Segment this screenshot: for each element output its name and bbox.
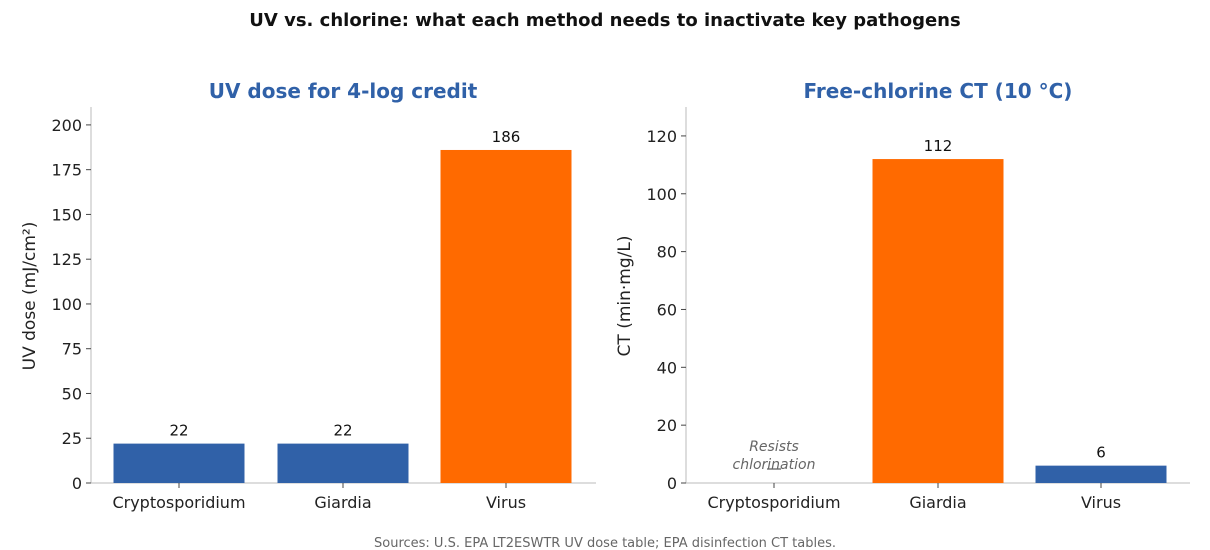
uv-data-label: 186 xyxy=(492,128,521,146)
chlorine-x-tick-label: Virus xyxy=(1081,493,1121,512)
uv-y-tick-label: 50 xyxy=(62,384,82,403)
uv-bar-giardia xyxy=(277,443,409,483)
uv-dose-chart: UV dose for 4-log credit UV dose (mJ/cm²… xyxy=(20,79,596,512)
chlorine-y-tick-label: 120 xyxy=(646,127,677,146)
chlorine-y-tick-label: 20 xyxy=(657,416,677,435)
chlorine-y-tick-label: 40 xyxy=(657,358,677,377)
uv-y-tick-label: 25 xyxy=(62,429,82,448)
uv-y-tick-label: 75 xyxy=(62,340,82,359)
chlorine-y-tick-label: 80 xyxy=(657,243,677,262)
uv-y-tick-label: 0 xyxy=(72,474,82,493)
chlorine-x-tick-label: Giardia xyxy=(909,493,966,512)
uv-x-tick-label: Cryptosporidium xyxy=(112,493,245,512)
uv-y-axis-label: UV dose (mJ/cm²) xyxy=(20,222,40,371)
chlorine-y-axis-label: CT (min·mg/L) xyxy=(615,236,635,357)
chlorine-chart-title: Free-chlorine CT (10 °C) xyxy=(804,79,1073,103)
chlorine-y-tick-label: 100 xyxy=(646,185,677,204)
chlorine-y-tick-label: 0 xyxy=(667,474,677,493)
source-note: Sources: U.S. EPA LT2ESWTR UV dose table… xyxy=(374,536,836,550)
uv-y-tick-label: 100 xyxy=(51,295,82,314)
chlorine-annotation-line: chlorination xyxy=(733,457,816,473)
uv-x-tick-label: Giardia xyxy=(314,493,371,512)
uv-data-label: 22 xyxy=(333,422,352,440)
uv-y-tick-label: 200 xyxy=(51,116,82,135)
chlorine-bar-giardia xyxy=(872,159,1004,484)
uv-bar-virus xyxy=(440,149,572,483)
uv-y-tick-label: 175 xyxy=(51,161,82,180)
uv-data-label: 22 xyxy=(169,422,188,440)
uv-y-tick-label: 150 xyxy=(51,205,82,224)
chlorine-ct-chart: Free-chlorine CT (10 °C) CT (min·mg/L) 0… xyxy=(615,79,1190,512)
chlorine-bar-virus xyxy=(1035,465,1167,483)
chlorine-data-label: 112 xyxy=(924,137,953,155)
uv-bar-cryptosporidium xyxy=(113,443,245,483)
uv-x-tick-label: Virus xyxy=(486,493,526,512)
figure-title: UV vs. chlorine: what each method needs … xyxy=(249,10,960,31)
chlorine-annotation-line: Resists xyxy=(749,439,799,455)
chlorine-x-tick-label: Cryptosporidium xyxy=(707,493,840,512)
chlorine-data-label: 6 xyxy=(1096,444,1106,462)
uv-y-tick-label: 125 xyxy=(51,250,82,269)
uv-chart-title: UV dose for 4-log credit xyxy=(209,79,478,103)
chlorine-y-tick-label: 60 xyxy=(657,300,677,319)
